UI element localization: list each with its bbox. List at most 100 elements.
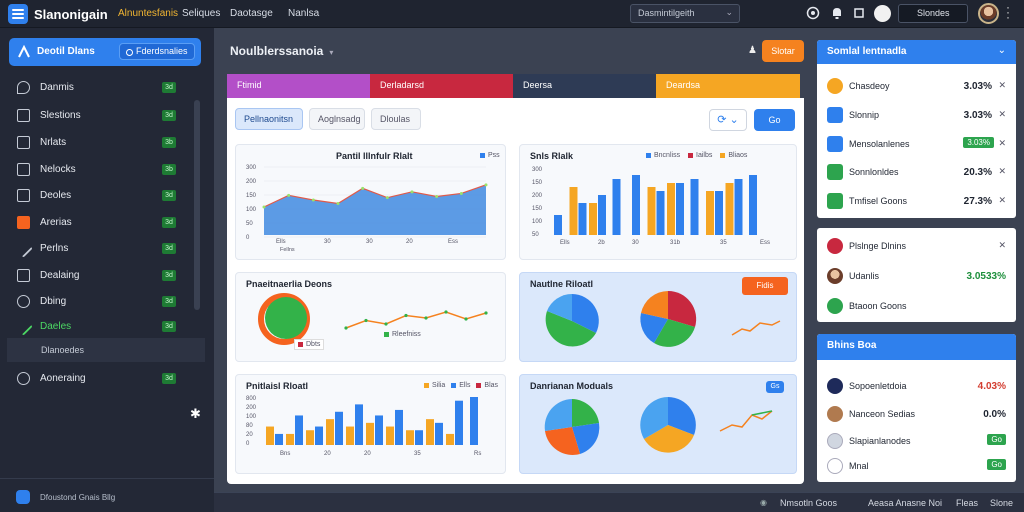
right-list-row[interactable]: Nanceon Sedias 0.0%: [817, 400, 1016, 428]
apply-button[interactable]: Go: [754, 109, 795, 131]
right-list-row[interactable]: Btaoon Goons: [817, 292, 1016, 320]
page-title[interactable]: Noulblerssanoia ▾: [230, 44, 333, 58]
tab-0[interactable]: Ftimid: [227, 74, 370, 98]
right-list-row[interactable]: Plslnge Dlnins ✕: [817, 232, 1016, 260]
sidebar-item[interactable]: Nrlats 3b: [0, 132, 200, 154]
tab-2[interactable]: Deersa: [513, 74, 656, 98]
x-tick-label: Bns: [280, 451, 290, 457]
action-button[interactable]: Slotar: [762, 40, 804, 62]
sidebar-header-pill[interactable]: Fderdsnalies: [119, 43, 195, 60]
x-tick-label: Ells: [276, 239, 286, 245]
sidebar-item-label: Arerias: [40, 217, 72, 228]
sidebar-item[interactable]: Slestions 3d: [0, 105, 200, 127]
pie-3: [544, 399, 600, 455]
top-search-select[interactable]: Dasmintilgeith ⌄: [630, 4, 740, 23]
status-icon: [827, 107, 843, 123]
legend-label: Dbts: [306, 341, 321, 348]
right-list-row[interactable]: Tmfisel Goons 27.3% ✕: [817, 187, 1016, 215]
right-list-row[interactable]: Sonnlonldes 20.3% ✕: [817, 158, 1016, 186]
collapse-icon[interactable]: ✱: [190, 406, 201, 421]
close-icon[interactable]: ✕: [998, 80, 1006, 90]
y-tick-label: 800: [246, 396, 257, 402]
list-icon: [17, 136, 30, 149]
footer-item[interactable]: Fleas: [956, 498, 979, 508]
pie-4: [640, 397, 696, 453]
sidebar-badge: 3d: [162, 373, 176, 384]
sidebar-header[interactable]: Deotil Dlans Fderdsnalies: [9, 38, 201, 66]
doc-icon: [17, 189, 30, 202]
pies-card-button[interactable]: Gs: [766, 381, 784, 393]
right-list-row[interactable]: Sopoenletdoia 4.03%: [817, 372, 1016, 400]
pie-card-button[interactable]: Fidis: [742, 277, 788, 295]
sidebar-item[interactable]: Dbing 3d: [0, 291, 200, 313]
trend-line-2: [751, 410, 773, 416]
card-title: Pnitlaisl Rloatl: [246, 381, 309, 391]
more-icon[interactable]: · · ·: [1006, 0, 1010, 24]
topnav-item[interactable]: Alnuntesfanis: [118, 8, 179, 19]
sidebar-item[interactable]: Aoneraing 3d: [0, 368, 200, 390]
close-icon[interactable]: ✕: [998, 138, 1006, 148]
sidebar-subitem[interactable]: Dlanoedes: [7, 338, 205, 362]
person-icon[interactable]: ♟: [748, 45, 757, 56]
menu-icon[interactable]: [8, 4, 28, 24]
topnav-item[interactable]: Daotasge: [230, 8, 273, 19]
sidebar-item[interactable]: Dealaing 3d: [0, 265, 200, 287]
bar-primary: [690, 179, 699, 235]
data-point: [484, 183, 488, 187]
sidebar-item[interactable]: Arerias 3d: [0, 212, 200, 234]
donut-line-chart: [258, 293, 488, 345]
right-list-row[interactable]: Udanlis 3.0533%: [817, 262, 1016, 290]
bar-secondary: [286, 433, 294, 445]
close-icon[interactable]: ⌄: [997, 45, 1006, 56]
footer-item[interactable]: Aeasa Anasne Noi: [868, 498, 943, 508]
refresh-button[interactable]: ⟳ ⌄: [709, 109, 747, 131]
status-icon: [827, 458, 843, 474]
tab-3[interactable]: Deardsa: [656, 74, 800, 98]
footer-item[interactable]: Slone: [990, 498, 1014, 508]
close-icon[interactable]: ✕: [998, 166, 1006, 176]
close-icon[interactable]: ✕: [998, 240, 1006, 250]
right-list-row[interactable]: Mensolanlenes 3.03% ✕: [817, 130, 1016, 158]
top-select[interactable]: Slondes: [898, 4, 968, 23]
right-list-row[interactable]: Mnal Go: [817, 452, 1016, 480]
settings-icon[interactable]: [852, 6, 866, 20]
row-chip[interactable]: Go: [987, 434, 1006, 445]
sidebar-item-label: Aoneraing: [40, 373, 86, 384]
topnav-item[interactable]: Seliques: [182, 8, 221, 19]
row-label: Chasdeoy: [849, 81, 890, 91]
sidebar-scrollbar[interactable]: [194, 100, 200, 310]
pie-card-button-label: Fidis: [756, 281, 774, 290]
subtab-1[interactable]: Aoglnsadg: [309, 108, 365, 130]
help-icon[interactable]: [806, 6, 820, 20]
close-icon[interactable]: ✕: [998, 109, 1006, 119]
status-indicator[interactable]: [874, 5, 891, 22]
sidebar-item[interactable]: Perlns 3d: [0, 238, 200, 260]
y-tick-label: 150: [246, 193, 257, 199]
close-icon[interactable]: ✕: [998, 195, 1006, 205]
row-chip[interactable]: Go: [987, 459, 1006, 470]
row-label: Slapianlanodes: [849, 436, 911, 446]
sidebar-item[interactable]: Deoles 3d: [0, 185, 200, 207]
row-value: 20.3%: [963, 167, 992, 178]
notification-icon[interactable]: [830, 6, 844, 20]
y-tick-label: 150: [532, 206, 543, 212]
chart-legend: Pss: [480, 152, 500, 159]
sidebar-header-title: Deotil Dlans: [37, 46, 95, 57]
sidebar-item[interactable]: Danmis 3d: [0, 77, 200, 99]
right-list-row[interactable]: Slonnip 3.03% ✕: [817, 101, 1016, 129]
right-list-row[interactable]: Slapianlanodes Go: [817, 427, 1016, 455]
avatar[interactable]: [978, 3, 999, 24]
avatar: [827, 406, 843, 422]
sidebar-item-active[interactable]: Daeles 3d: [0, 316, 200, 338]
footer-item[interactable]: Nmsotln Goos: [780, 498, 838, 508]
sidebar-item-label: Slestions: [40, 110, 81, 121]
subtab-0[interactable]: Pellnaonitsn: [235, 108, 303, 130]
right-list-row[interactable]: Chasdeoy 3.03% ✕: [817, 72, 1016, 100]
status-icon: [827, 164, 843, 180]
topnav-item[interactable]: Nanlsa: [288, 8, 320, 19]
sidebar-footer-text: Dfoustond Gnais Bllg: [40, 493, 116, 502]
tab-1[interactable]: Derladarsd: [370, 74, 513, 98]
status-icon: [827, 193, 843, 209]
sidebar-item[interactable]: Nelocks 3b: [0, 159, 200, 181]
subtab-2[interactable]: Dloulas: [371, 108, 421, 130]
